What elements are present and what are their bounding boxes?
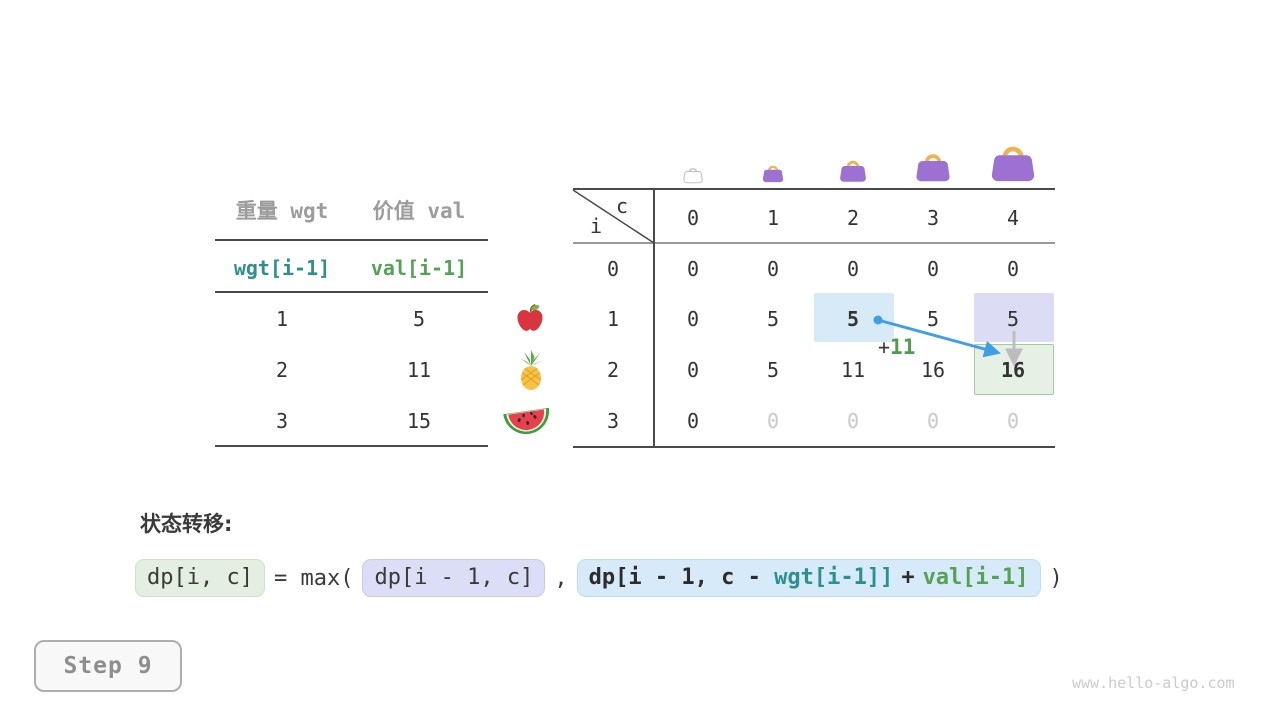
dp-cell-1-1: 5 [766, 307, 780, 331]
item-value-3: 15 [406, 409, 432, 433]
dp-col-header-2: 2 [846, 206, 860, 230]
dp-table-corner-diagonal [572, 189, 655, 244]
transition-annotation: + 11 [878, 335, 915, 359]
dp-cell-3-2: 0 [846, 409, 860, 433]
dp-cell-2-0: 0 [686, 358, 700, 382]
dp-cell-0-2: 0 [846, 257, 860, 281]
item-table-header-weight: 重量 wgt [235, 199, 329, 223]
annotation-value: 11 [890, 335, 916, 359]
bag-icon-capacity-1 [762, 165, 784, 183]
dp-table-rule-top [573, 188, 1055, 190]
item-table-header-value: 价值 val [372, 199, 466, 223]
dp-col-header-4: 4 [1006, 206, 1020, 230]
dp-cell-1-2: 5 [846, 307, 860, 331]
formula-arg2-wgt: wgt[i-1]] [774, 565, 894, 590]
bag-icon-capacity-2 [840, 160, 866, 182]
item-table-subheader-val: val[i-1] [370, 256, 468, 280]
watermelon-icon [503, 407, 550, 435]
formula-separator: , [554, 565, 568, 591]
formula-arg2-val: val[i-1] [922, 565, 1029, 590]
formula-lhs-pill: dp[i, c] [135, 559, 265, 597]
dp-cell-2-2: 11 [840, 358, 866, 382]
dp-row-header-3: 3 [606, 409, 620, 433]
dp-cell-3-3: 0 [926, 409, 940, 433]
state-transition-heading: 状态转移: [140, 512, 233, 536]
dp-table-rule-bottom [573, 446, 1055, 448]
dp-col-header-3: 3 [926, 206, 940, 230]
ghost-bag-icon [683, 167, 703, 184]
dp-cell-0-0: 0 [686, 257, 700, 281]
bag-icon-capacity-3 [916, 154, 950, 182]
dp-corner-col-var: c [615, 194, 629, 218]
pineapple-icon [520, 350, 543, 390]
step-badge: Step 9 [34, 640, 182, 692]
annotation-plus: + [878, 335, 891, 359]
dp-cell-1-4: 5 [1006, 307, 1020, 331]
item-table-rule-top [215, 239, 488, 241]
dp-cell-0-4: 0 [1006, 257, 1020, 281]
dp-col-header-0: 0 [686, 206, 700, 230]
apple-icon [517, 304, 543, 331]
item-weight-3: 3 [275, 409, 289, 433]
dp-cell-1-0: 0 [686, 307, 700, 331]
dp-cell-3-0: 0 [686, 409, 700, 433]
formula-closing: ) [1049, 565, 1063, 591]
item-value-2: 11 [406, 358, 432, 382]
formula-operator: = max( [273, 565, 354, 591]
item-table-rule-mid [215, 291, 488, 293]
formula-arg2-plus: + [901, 565, 915, 590]
dp-cell-2-4: 16 [1000, 358, 1026, 382]
item-table-subheader-wgt: wgt[i-1] [233, 256, 331, 280]
formula-arg2-prefix: dp[i - 1, c - [588, 565, 775, 590]
state-transition-formula: dp[i, c] = max( dp[i - 1, c] , dp[i - 1,… [135, 559, 1063, 597]
dp-cell-3-1: 0 [766, 409, 780, 433]
item-value-1: 5 [412, 307, 426, 331]
dp-cell-3-4: 0 [1006, 409, 1020, 433]
dp-row-header-2: 2 [606, 358, 620, 382]
item-table-rule-bottom [215, 445, 488, 447]
dp-row-header-1: 1 [606, 307, 620, 331]
item-weight-1: 1 [275, 307, 289, 331]
dp-cell-0-3: 0 [926, 257, 940, 281]
dp-table-rule-vertical [653, 189, 655, 447]
dp-cell-2-1: 5 [766, 358, 780, 382]
dp-cell-1-3: 5 [926, 307, 940, 331]
dp-cell-2-3: 16 [920, 358, 946, 382]
watermark: www.hello-algo.com [1072, 674, 1235, 692]
dp-table-rule-header [573, 242, 1055, 244]
dp-row-header-0: 0 [606, 257, 620, 281]
formula-arg1-pill: dp[i - 1, c] [362, 559, 546, 597]
bag-icon-capacity-4 [991, 146, 1035, 182]
item-weight-2: 2 [275, 358, 289, 382]
dp-col-header-1: 1 [766, 206, 780, 230]
formula-arg2-pill: dp[i - 1, c - wgt[i-1]] + val[i-1] [576, 559, 1041, 597]
dp-corner-row-var: i [589, 214, 603, 238]
dp-cell-0-1: 0 [766, 257, 780, 281]
